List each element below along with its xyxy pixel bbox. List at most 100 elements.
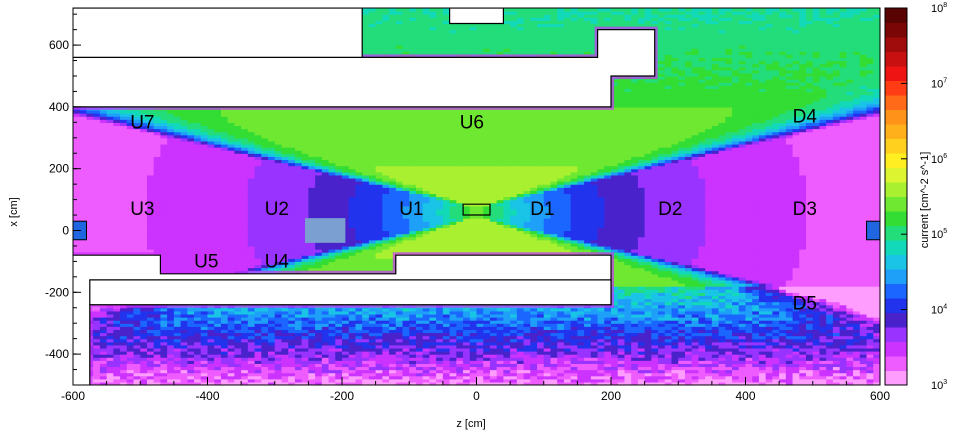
heatmap-cell <box>173 211 182 216</box>
heatmap-cell <box>120 375 128 380</box>
heatmap-cell <box>247 131 256 136</box>
heatmap-cell <box>153 224 162 228</box>
heatmap-cell <box>187 116 195 120</box>
heatmap-cell <box>160 208 168 213</box>
heatmap-cell <box>281 236 289 241</box>
heatmap-cell <box>73 205 81 210</box>
heatmap-cell <box>220 372 229 377</box>
heatmap-cell <box>133 329 141 334</box>
heatmap-cell <box>167 227 175 232</box>
heatmap-cell <box>99 341 108 346</box>
heatmap-cell <box>200 187 209 191</box>
heatmap-cell <box>315 168 323 173</box>
heatmap-cell <box>247 313 256 318</box>
heatmap-cell <box>301 320 309 324</box>
heatmap-cell <box>234 211 242 216</box>
heatmap-cell <box>328 372 336 377</box>
heatmap-cell <box>321 326 330 330</box>
heatmap-cell <box>126 221 135 225</box>
heatmap-cell <box>187 187 195 191</box>
heatmap-cell <box>294 369 303 374</box>
heatmap-cell <box>73 153 81 157</box>
heatmap-cell <box>342 113 350 117</box>
heatmap-cell <box>207 165 215 170</box>
heatmap-cell <box>220 313 229 318</box>
heatmap-cell <box>187 227 195 232</box>
heatmap-cell <box>315 317 323 321</box>
heatmap-cell <box>173 153 182 157</box>
heatmap-cell <box>73 159 81 164</box>
heatmap-cell <box>99 165 108 170</box>
heatmap-cell <box>335 177 343 182</box>
heatmap-cell <box>247 236 256 241</box>
heatmap-cell <box>73 156 81 161</box>
heatmap-cell <box>113 174 121 179</box>
heatmap-cell <box>274 193 283 198</box>
heatmap-cell <box>140 329 148 334</box>
heatmap-cell <box>140 181 148 185</box>
heatmap-cell <box>220 264 229 269</box>
heatmap-cell <box>79 165 88 170</box>
heatmap-cell <box>79 181 88 185</box>
heatmap-cell <box>173 199 182 204</box>
heatmap-cell <box>160 323 168 327</box>
heatmap-cell <box>99 354 108 358</box>
heatmap-cell <box>120 137 128 142</box>
heatmap-cell <box>274 360 283 364</box>
heatmap-cell <box>99 369 108 374</box>
heatmap-cell <box>254 320 262 324</box>
heatmap-cell <box>180 113 188 117</box>
heatmap-cell <box>227 199 235 204</box>
heatmap-cell <box>342 190 350 195</box>
heatmap-cell <box>86 113 94 117</box>
heatmap-cell <box>99 137 108 142</box>
heatmap-cell <box>99 320 108 324</box>
heatmap-cell <box>227 239 235 244</box>
heatmap-cell <box>187 381 195 385</box>
heatmap-cell <box>160 211 168 216</box>
heatmap-cell <box>281 375 289 380</box>
heatmap-cell <box>308 354 316 358</box>
heatmap-cell <box>234 375 242 380</box>
heatmap-cell <box>187 341 195 346</box>
heatmap-cell <box>281 307 289 312</box>
heatmap-cell <box>315 323 323 327</box>
heatmap-cell <box>268 122 276 127</box>
heatmap-cell <box>207 357 215 361</box>
heatmap-cell <box>241 128 249 133</box>
heatmap-cell <box>308 372 316 377</box>
heatmap-cell <box>227 174 235 179</box>
heatmap-cell <box>140 202 148 207</box>
heatmap-cell <box>93 113 101 117</box>
heatmap-cell <box>133 211 141 216</box>
heatmap-cell <box>93 323 101 327</box>
heatmap-cell <box>234 369 242 374</box>
heatmap-cell <box>308 150 316 154</box>
heatmap-cell <box>301 181 309 185</box>
heatmap-cell <box>146 211 155 216</box>
heatmap-cell <box>173 131 182 136</box>
heatmap-cell <box>321 125 330 130</box>
heatmap-cell <box>86 245 94 250</box>
heatmap-cell <box>241 131 249 136</box>
heatmap-cell <box>106 366 114 371</box>
heatmap-cell <box>140 137 148 142</box>
heatmap-cell <box>106 162 114 167</box>
heatmap-cell <box>220 224 229 228</box>
heatmap-cell <box>315 258 323 262</box>
heatmap-cell <box>160 354 168 358</box>
heatmap-cell <box>126 171 135 176</box>
heatmap-cell <box>120 116 128 120</box>
heatmap-cell <box>308 366 316 371</box>
heatmap-cell <box>173 177 182 182</box>
heatmap-cell <box>200 156 209 161</box>
heatmap-cell <box>86 187 94 191</box>
heatmap-cell <box>173 190 182 195</box>
heatmap-cell <box>214 332 222 337</box>
heatmap-cell <box>274 230 283 235</box>
heatmap-cell <box>220 208 229 213</box>
heatmap-cell <box>321 122 330 127</box>
heatmap-cell <box>93 338 101 343</box>
heatmap-cell <box>133 360 141 364</box>
heatmap-cell <box>207 258 215 262</box>
